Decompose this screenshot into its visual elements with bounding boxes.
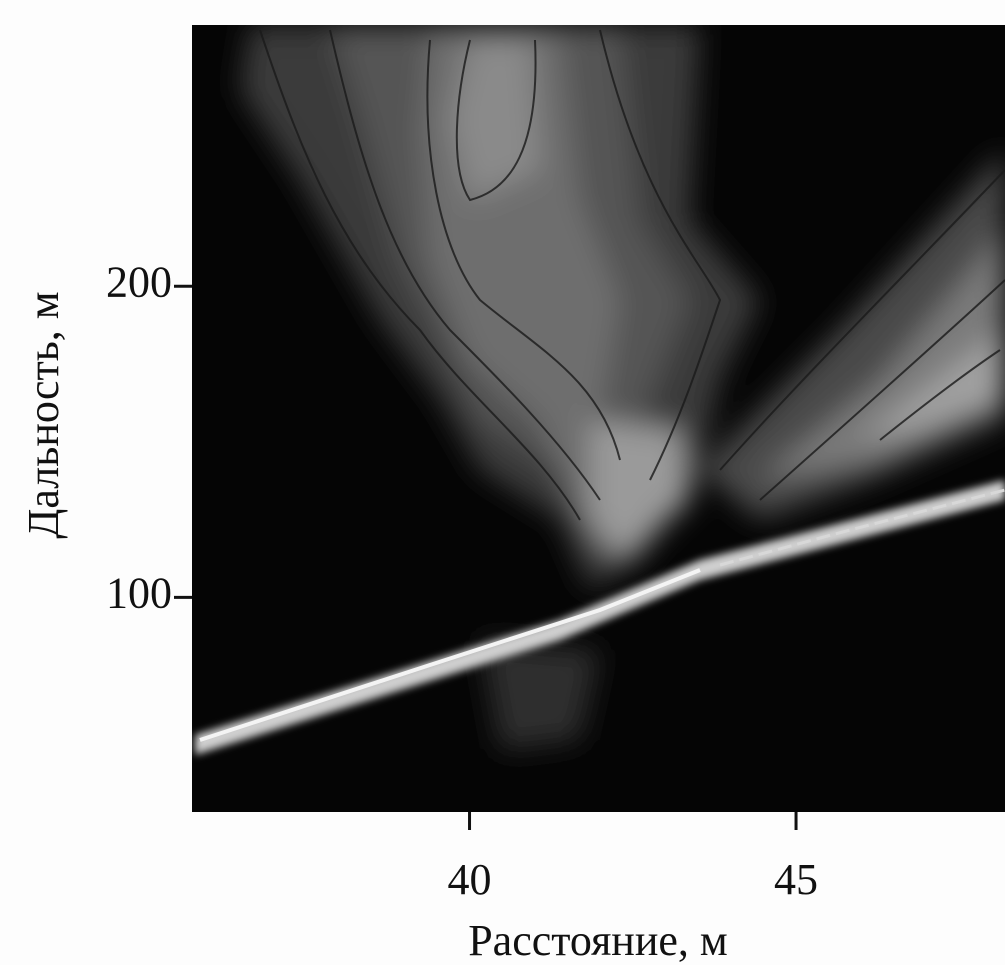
x-tick-label: 45 [774,855,818,904]
axes: 40 45 100 200 [106,257,818,904]
x-axis-label: Расстояние, м [468,916,728,965]
y-tick-label: 200 [106,257,172,306]
x-tick-label: 40 [448,855,492,904]
y-tick-label: 100 [106,568,172,617]
contour-field [192,25,1005,812]
y-axis-label: Дальность, м [19,291,68,538]
